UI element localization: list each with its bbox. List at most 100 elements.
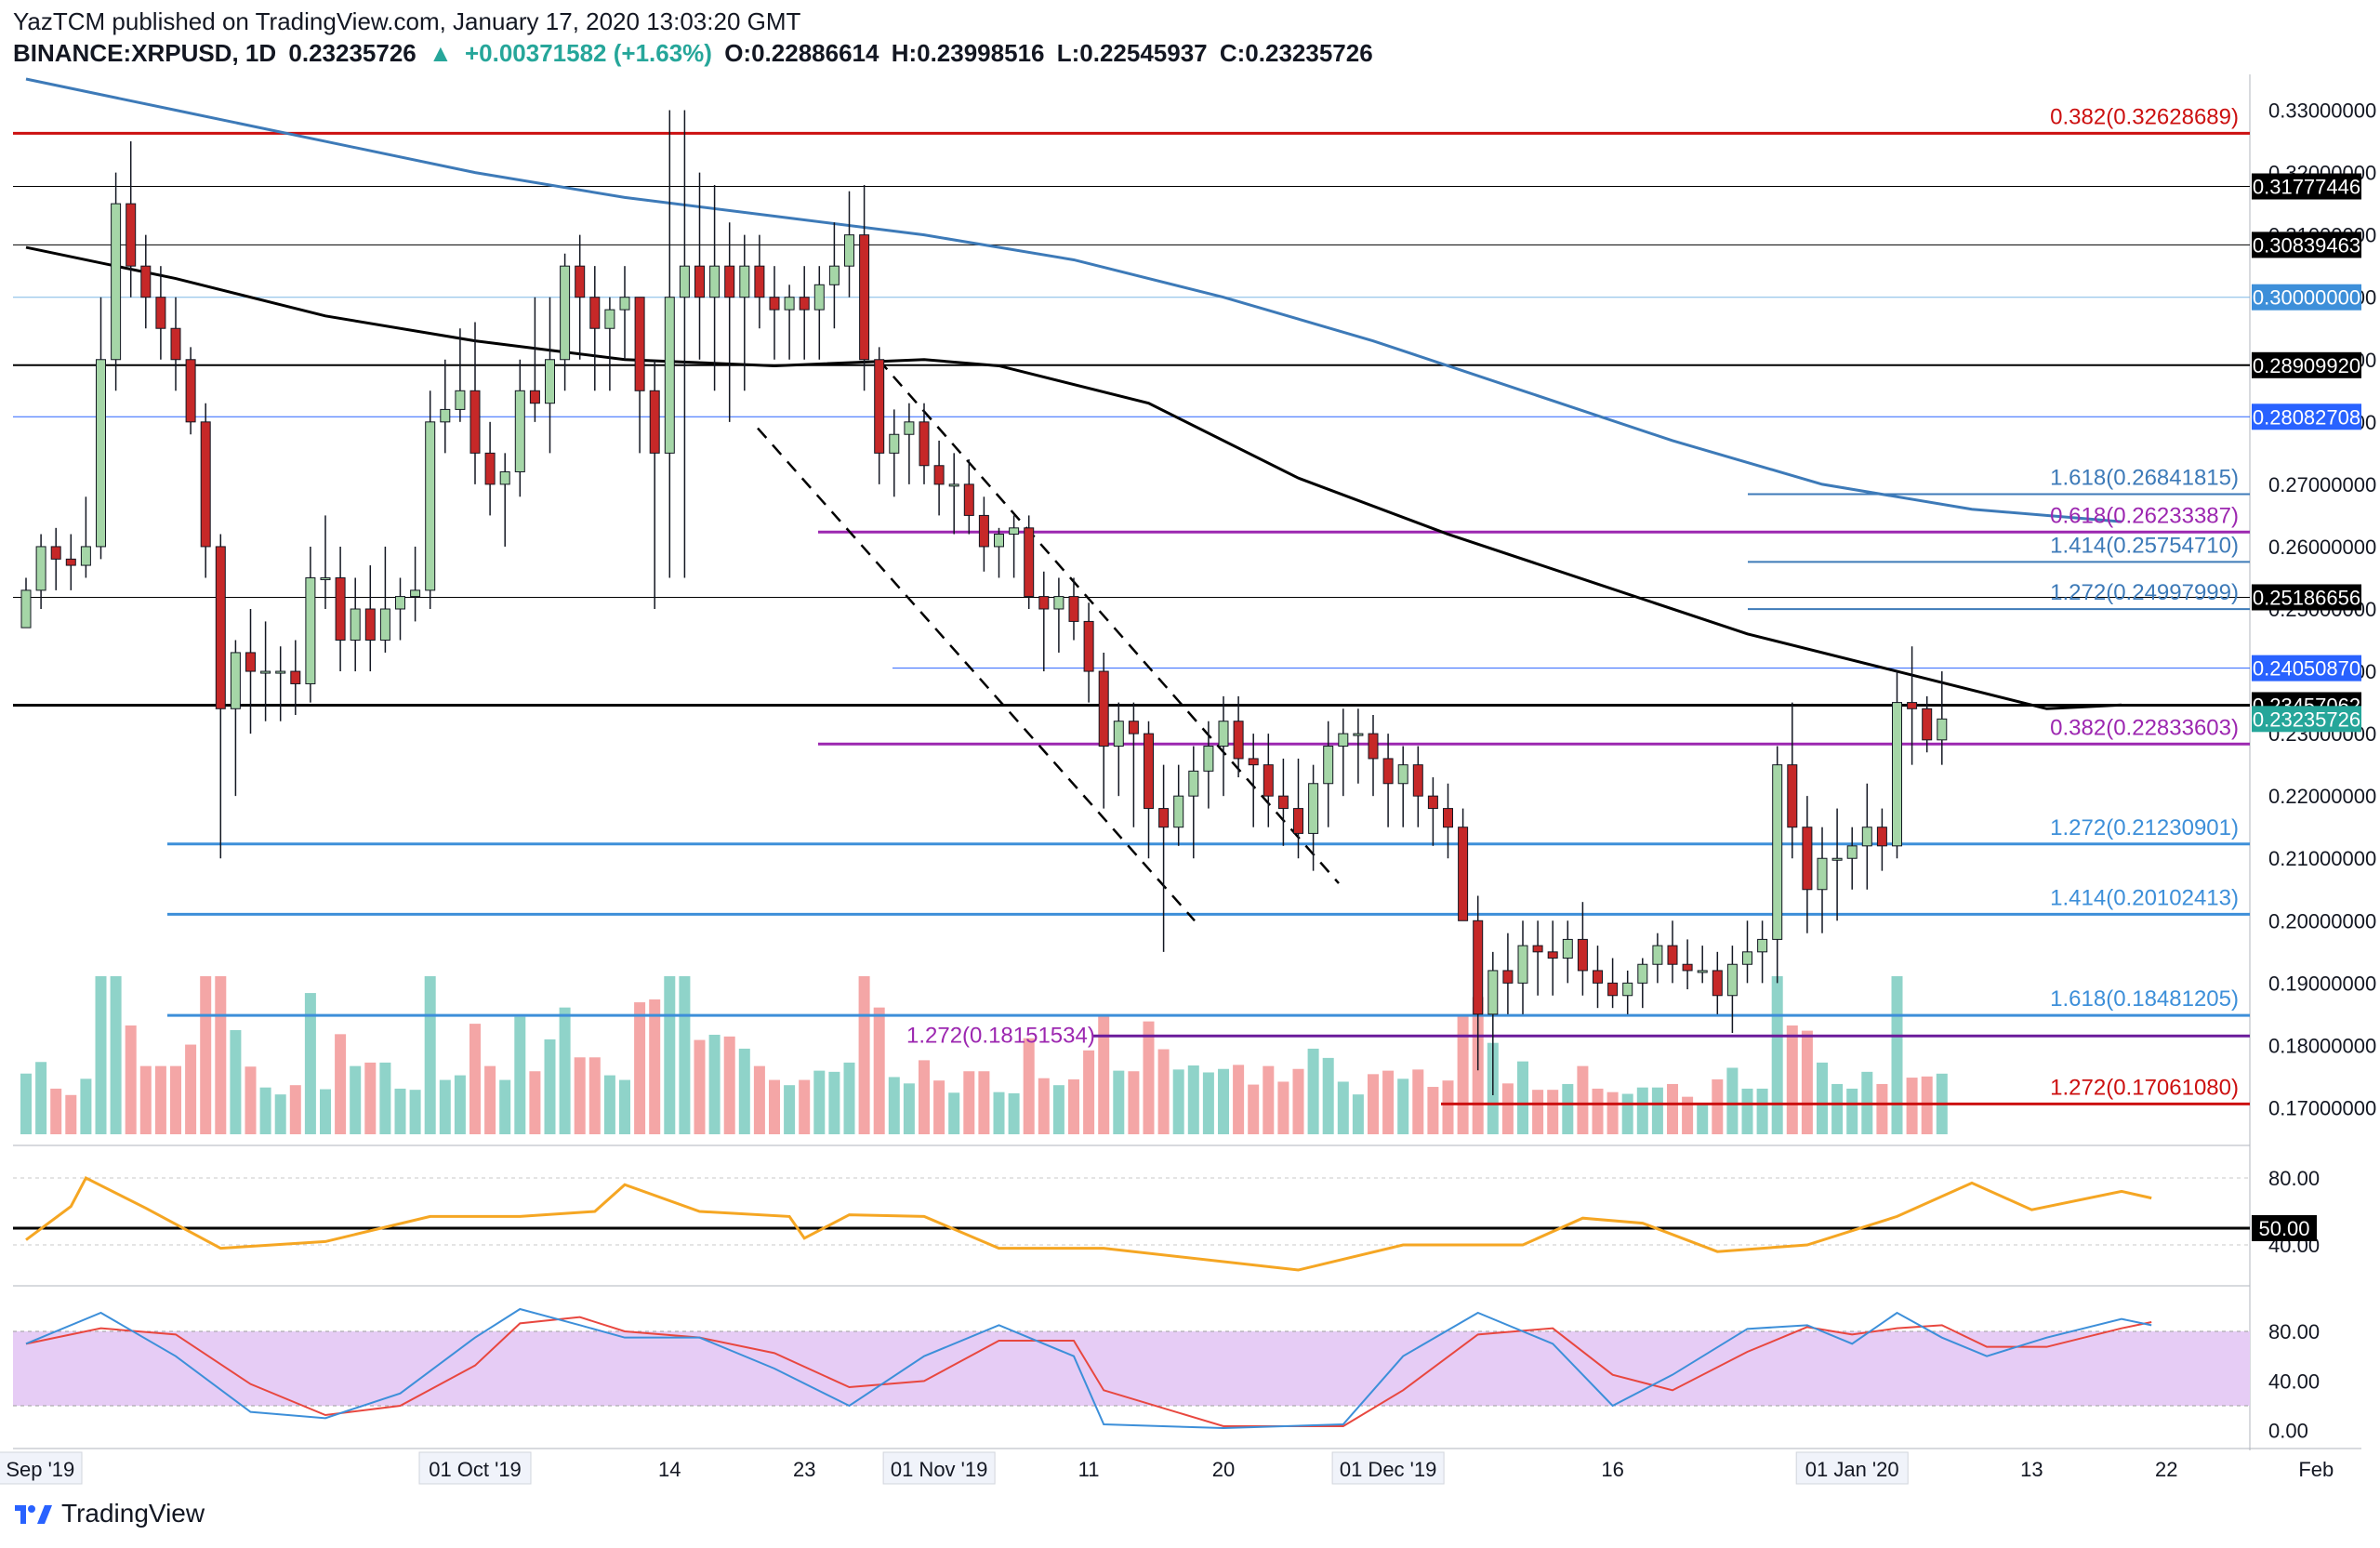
date-label-box [882,1451,996,1485]
candle-body [813,284,825,311]
candle-body [963,483,974,516]
date-label-box [1331,1451,1445,1485]
stoch-band [13,1331,2250,1406]
candle-body [1622,982,1633,997]
ma100-line [25,245,2122,710]
volume-bar [364,1062,377,1134]
volume-bar [708,1034,721,1134]
ma200-line [25,77,2122,523]
volume-bar [139,1065,152,1134]
candle-body [904,421,915,435]
volume-bar [379,1062,391,1134]
volume-bar [1068,1078,1079,1134]
publish-info: YazTCM published on TradingView.com, Jan… [13,7,801,35]
candle-body [664,297,675,454]
volume-bar [335,1034,347,1134]
candle-body [769,297,780,311]
candle-body [1009,527,1020,536]
candle-body [20,589,32,628]
candle-body [1802,827,1813,891]
volume-bar [215,976,227,1134]
candle-body [425,421,436,591]
volume-bar [1442,1080,1454,1134]
candle-body [320,576,331,580]
volume-bar [304,993,316,1134]
volume-bar [424,976,436,1134]
volume-bar [1113,1070,1125,1134]
candle-body [96,359,106,548]
volume-bar [499,1079,511,1134]
candle-body [1158,808,1170,828]
candle-body [1323,746,1334,785]
price-tick: 0.18000000 [2268,1034,2376,1057]
volume-bar [1592,1088,1604,1134]
candle-body [170,327,181,361]
candle-body [874,359,885,454]
candle-body [1144,733,1154,810]
volume-bar [1756,1088,1768,1134]
volume-bar [1891,976,1903,1134]
volume-bar [1098,1016,1110,1134]
volume-bar [634,1002,646,1134]
candle-body [35,546,46,591]
candle-body [1712,970,1723,997]
volume-bar [769,1079,780,1134]
candle-body [514,390,525,472]
price-tick: 0.33000000 [2268,99,2376,123]
volume-bar [1712,1078,1724,1134]
volume-bar [679,976,691,1134]
open-value: O:0.22886614 [724,39,879,67]
fib-extension-label: 1.272(0.18151534) [906,1023,1095,1048]
candle-body [1876,827,1887,847]
last-price: 0.23235726 [288,39,416,67]
volume-bar [1457,1014,1469,1134]
price-tick: 0.21000000 [2268,847,2376,870]
price-label-box [2252,351,2361,378]
volume-bar [484,1065,496,1134]
volume-bar [1682,1096,1694,1134]
candle-body [575,265,586,298]
volume-bar [619,1079,630,1134]
candle-body [1637,963,1648,984]
price-label-text: 0.28909920 [2253,354,2360,377]
tradingview-logo-icon [15,1505,52,1524]
candle-body [1757,938,1768,953]
volume-bar [95,976,107,1134]
volume-bar [170,1065,181,1134]
volume-bar [1352,1094,1364,1134]
candle-body [604,309,615,329]
level-label: 0.382(0.22833603) [2050,715,2239,740]
volume-bar [1263,1065,1275,1134]
price-label-box [2252,404,2361,430]
candle-body [80,546,91,566]
volume-bar [588,1057,601,1134]
rsi-level-box [2252,1215,2317,1241]
candle-body [1024,527,1035,598]
volume-bar [1876,1083,1888,1134]
candle-body [245,652,256,672]
date-label: 01 Oct '19 [429,1458,522,1481]
volume-bar [514,1016,526,1134]
price-label-box [2252,655,2361,681]
candle-body [200,421,211,548]
change-value: +0.00371582 (+1.63%) [464,39,712,67]
candle-body [140,265,152,298]
volume-bar [738,1048,750,1134]
date-label: 22 [2155,1458,2177,1481]
volume-bar [1218,1068,1229,1134]
candle-body [395,596,405,610]
volume-bar [350,1065,362,1134]
footer: TradingView [13,1499,205,1528]
volume-bar [1547,1090,1559,1134]
date-label: 01 Nov '19 [891,1458,988,1481]
stoch-tick: 0.00 [2268,1420,2308,1443]
candle-body [634,297,645,391]
volume-bar [1277,1081,1289,1134]
volume-bar [858,976,870,1134]
price-label-box [2252,584,2361,611]
volume-bar [813,1070,826,1134]
candle-body [1263,764,1274,797]
price-label-box [2252,173,2361,200]
candle-body [1248,758,1259,766]
